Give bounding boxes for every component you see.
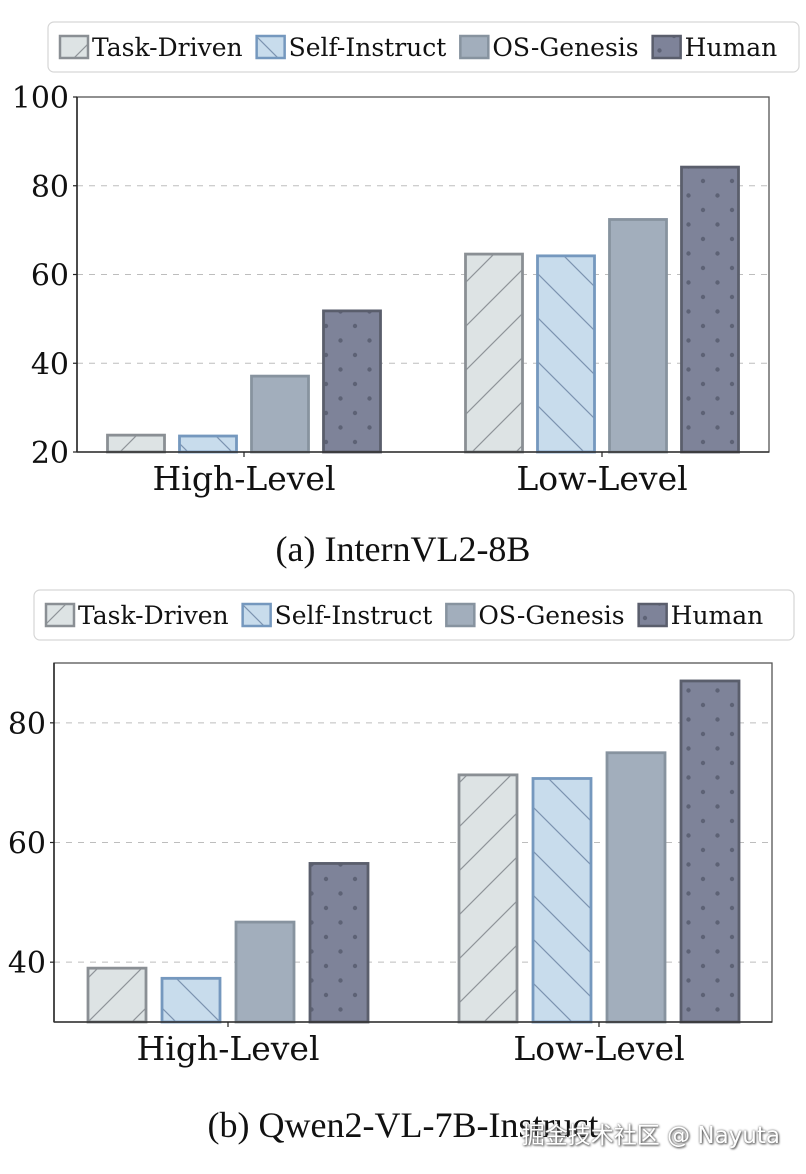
legend-item-task-driven: Task-Driven	[44, 601, 229, 630]
bar-human-low-level	[680, 165, 740, 454]
legend-label: OS-Genesis	[492, 33, 638, 62]
legend-item-human: Human	[651, 33, 778, 62]
legend-item-task-driven: Task-Driven	[58, 33, 243, 62]
y-tick-label: 60	[31, 259, 69, 294]
y-tick-label: 20	[31, 436, 69, 471]
bar-human-high-level	[308, 862, 370, 1024]
bar-os-genesis-low-level	[608, 218, 668, 454]
chart-qwen2-vl-7b-instruct: Task-Driven Self-Instruct OS-Genesis Human 4…	[8, 589, 795, 1068]
legend-label: Human	[685, 33, 778, 62]
legend-item-self-instruct: Self-Instruct	[241, 601, 433, 630]
bar-human-high-level	[322, 309, 382, 454]
y-tick-label: 40	[31, 347, 69, 382]
legend-swatch	[637, 602, 668, 628]
bar-human-low-level	[679, 679, 741, 1024]
x-tick-label: Low-Level	[516, 459, 687, 498]
legend-item-os-genesis: OS-Genesis	[459, 33, 639, 62]
bar-task-driven-high-level	[86, 966, 148, 1024]
caption-b: (b) Qwen2-VL-7B-Instruct	[207, 1105, 599, 1145]
bar-task-driven-low-level	[464, 252, 524, 454]
bar-task-driven-high-level	[106, 433, 166, 454]
x-tick-label: Low-Level	[513, 1029, 684, 1068]
legend-label: Task-Driven	[78, 601, 229, 630]
legend-frame	[47, 21, 800, 73]
legend-swatch	[44, 602, 76, 628]
bar-os-genesis-low-level	[605, 751, 667, 1024]
bar-self-instruct-low-level	[531, 777, 593, 1024]
bar-self-instruct-high-level	[178, 434, 238, 454]
legend-swatch	[459, 34, 490, 60]
bar-os-genesis-high-level	[234, 920, 296, 1024]
x-tick-label: High-Level	[136, 1029, 319, 1068]
y-tick-label: 60	[8, 827, 46, 862]
legend-swatch	[651, 34, 682, 60]
bar-self-instruct-high-level	[160, 976, 222, 1024]
legend-swatch	[58, 34, 90, 60]
legend-item-self-instruct: Self-Instruct	[255, 33, 447, 62]
legend-label: Task-Driven	[92, 33, 243, 62]
caption-a: (a) InternVL2-8B	[275, 529, 531, 569]
legend-swatch	[445, 602, 476, 628]
legend: Task-Driven Self-Instruct OS-Genesis Human	[47, 21, 800, 73]
legend-item-human: Human	[637, 601, 764, 630]
watermark: 掘金技术社区 @ Nayuta	[521, 1123, 780, 1149]
bar-os-genesis-high-level	[250, 374, 310, 454]
y-tick-label: 80	[8, 707, 46, 742]
y-tick-label: 80	[31, 170, 69, 205]
bar-self-instruct-low-level	[536, 254, 596, 454]
chart-internvl2-8b: Task-Driven Self-Instruct OS-Genesis Human 2…	[12, 21, 800, 498]
legend-label: OS-Genesis	[478, 601, 624, 630]
legend-label: Human	[671, 601, 764, 630]
legend-swatch	[255, 34, 286, 60]
bar-task-driven-low-level	[457, 773, 519, 1024]
y-tick-label: 100	[12, 81, 69, 116]
legend-item-os-genesis: OS-Genesis	[445, 601, 625, 630]
legend: Task-Driven Self-Instruct OS-Genesis Human	[33, 589, 795, 641]
x-tick-label: High-Level	[152, 459, 335, 498]
legend-label: Self-Instruct	[275, 601, 433, 630]
legend-swatch	[241, 602, 272, 628]
y-tick-label: 40	[8, 946, 46, 981]
legend-label: Self-Instruct	[289, 33, 447, 62]
legend-frame	[33, 589, 795, 641]
